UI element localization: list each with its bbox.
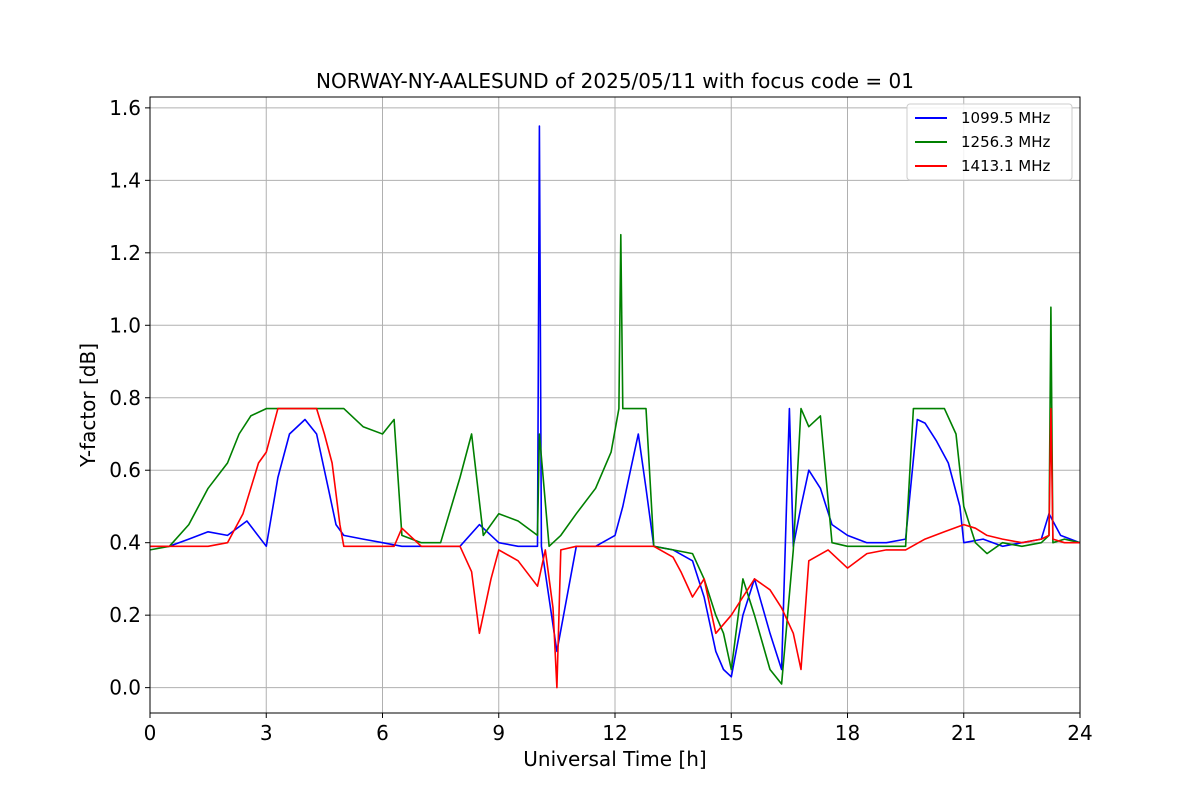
x-axis-label: Universal Time [h]: [523, 747, 706, 771]
x-tick-label: 21: [951, 721, 976, 745]
x-tick-label: 9: [492, 721, 505, 745]
y-tick-label: 1.4: [109, 168, 141, 192]
x-axis: 0 3 6 9 12 15 18 21 24: [144, 713, 1093, 745]
y-tick-label: 0.8: [109, 386, 141, 410]
x-tick-label: 18: [835, 721, 860, 745]
y-tick-label: 1.6: [109, 96, 141, 120]
y-axis: 0.0 0.2 0.4 0.6 0.8 1.0 1.2 1.4 1.6: [109, 96, 150, 700]
legend-entry: 1413.1 MHz: [961, 157, 1050, 175]
y-tick-label: 1.2: [109, 241, 141, 265]
y-tick-label: 0.2: [109, 603, 141, 627]
legend: 1099.5 MHz 1256.3 MHz 1413.1 MHz: [906, 103, 1073, 181]
x-tick-label: 3: [260, 721, 273, 745]
series-line-3: [150, 407, 1080, 689]
series-line-2: [149, 233, 1081, 685]
x-tick-label: 0: [144, 721, 157, 745]
chart-title: NORWAY-NY-AALESUND of 2025/05/11 with fo…: [316, 69, 914, 93]
series-line-1: [150, 125, 1081, 678]
x-tick-label: 6: [376, 721, 389, 745]
legend-entry: 1256.3 MHz: [961, 133, 1050, 151]
x-tick-label: 12: [602, 721, 627, 745]
x-tick-label: 15: [719, 721, 744, 745]
x-tick-label: 24: [1067, 721, 1092, 745]
legend-box: [906, 103, 1073, 181]
y-tick-label: 0.4: [109, 531, 141, 555]
y-axis-label: Y-factor [dB]: [76, 343, 100, 468]
y-tick-label: 0.6: [109, 458, 141, 482]
y-tick-label: 0.0: [109, 676, 141, 700]
legend-entry: 1099.5 MHz: [961, 109, 1050, 127]
series-layer: [149, 125, 1081, 689]
y-tick-label: 1.0: [109, 313, 141, 337]
